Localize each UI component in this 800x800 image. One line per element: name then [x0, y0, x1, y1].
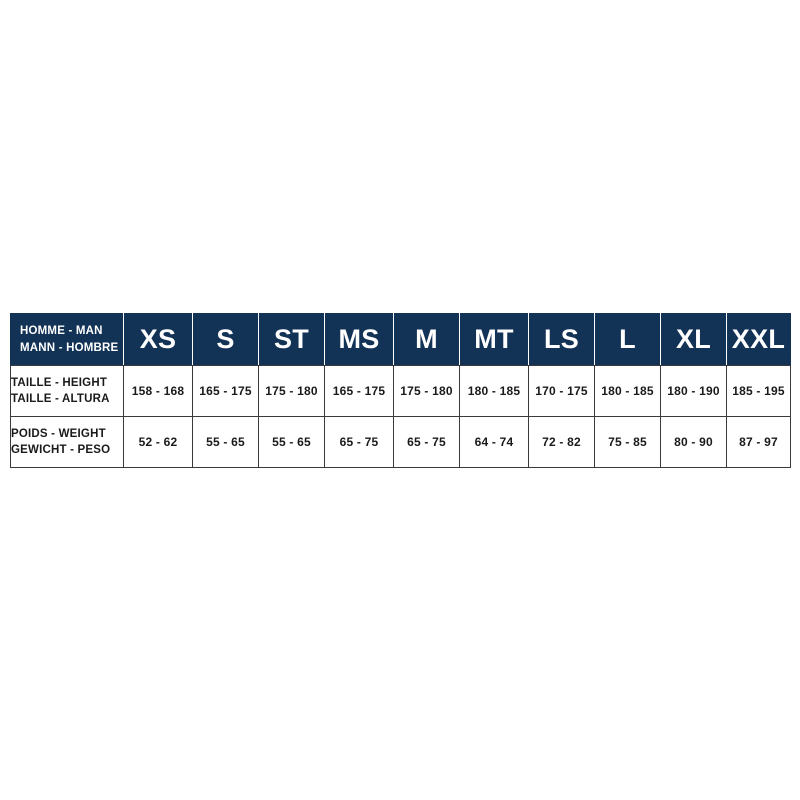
cell-weight-m: 65 - 75	[393, 416, 460, 468]
size-label-xxl: XXL	[731, 324, 786, 354]
value-height-s: 165 - 175	[199, 384, 252, 398]
cell-weight-ms: 65 - 75	[324, 416, 394, 468]
value-weight-ms: 65 - 75	[339, 435, 379, 449]
value-height-mt: 180 - 185	[467, 384, 521, 398]
cell-weight-xxl: 87 - 97	[726, 416, 791, 468]
cell-height-xxl: 185 - 195	[726, 365, 791, 417]
value-weight-xl: 80 - 90	[674, 435, 713, 449]
cell-weight-mt: 64 - 74	[459, 416, 529, 468]
header-cell-size-m: M	[393, 313, 460, 366]
size-label-ls: LS	[543, 324, 580, 354]
size-chart-container: HOMME - MAN MANN - HOMBRE XS S ST MS M	[10, 313, 791, 468]
size-chart-table: HOMME - MAN MANN - HOMBRE XS S ST MS M	[10, 313, 791, 468]
size-label-m: M	[415, 324, 438, 354]
value-height-l: 180 - 185	[601, 384, 654, 398]
header-cell-category: HOMME - MAN MANN - HOMBRE	[10, 313, 124, 366]
cell-height-m: 175 - 180	[393, 365, 460, 417]
header-cell-size-mt: MT	[459, 313, 529, 366]
value-height-ls: 170 - 175	[535, 384, 588, 398]
row-label-weight-line2: GEWICHT - PESO	[11, 444, 111, 456]
size-label-ms: MS	[338, 324, 380, 354]
value-weight-s: 55 - 65	[206, 435, 245, 449]
cell-weight-s: 55 - 65	[192, 416, 259, 468]
cell-height-ls: 170 - 175	[528, 365, 595, 417]
value-weight-ls: 72 - 82	[542, 435, 581, 449]
value-weight-st: 55 - 65	[272, 435, 311, 449]
value-height-st: 175 - 180	[265, 384, 318, 398]
value-weight-m: 65 - 75	[407, 435, 446, 449]
header-cell-size-xxl: XXL	[726, 313, 791, 366]
value-weight-xxl: 87 - 97	[739, 435, 778, 449]
size-label-st: ST	[273, 324, 310, 354]
cell-weight-xs: 52 - 62	[123, 416, 193, 468]
size-label-xl: XL	[675, 324, 712, 354]
header-cell-size-ms: MS	[324, 313, 394, 366]
size-label-mt: MT	[474, 324, 514, 354]
cell-weight-xl: 80 - 90	[660, 416, 727, 468]
header-cell-size-xl: XL	[660, 313, 727, 366]
cell-height-xs: 158 - 168	[123, 365, 193, 417]
cell-height-xl: 180 - 190	[660, 365, 727, 417]
cell-height-s: 165 - 175	[192, 365, 259, 417]
header-cell-size-l: L	[594, 313, 661, 366]
cell-weight-st: 55 - 65	[258, 416, 325, 468]
row-label-height-line1: TAILLE - HEIGHT	[11, 376, 108, 389]
value-height-ms: 165 - 175	[332, 384, 386, 398]
cell-height-ms: 165 - 175	[324, 365, 394, 417]
row-label-height: TAILLE - HEIGHT TAILLE - ALTURA	[10, 365, 124, 417]
value-weight-mt: 64 - 74	[474, 435, 514, 449]
row-label-weight-line1: POIDS - WEIGHT	[11, 427, 106, 440]
size-label-l: L	[619, 324, 636, 354]
corner-label-line1: HOMME - MAN	[20, 325, 103, 338]
value-weight-l: 75 - 85	[608, 435, 647, 449]
cell-height-l: 180 - 185	[594, 365, 661, 417]
cell-height-mt: 180 - 185	[459, 365, 529, 417]
header-cell-size-xs: XS	[123, 313, 193, 366]
value-height-xs: 158 - 168	[131, 384, 185, 398]
size-label-s: S	[216, 324, 235, 354]
table-row-height: TAILLE - HEIGHT TAILLE - ALTURA 158 - 16…	[10, 365, 791, 417]
cell-height-st: 175 - 180	[258, 365, 325, 417]
header-cell-size-s: S	[192, 313, 259, 366]
size-label-xs: XS	[139, 324, 177, 354]
row-label-height-line2: TAILLE - ALTURA	[11, 393, 110, 405]
header-cell-size-st: ST	[258, 313, 325, 366]
value-weight-xs: 52 - 62	[138, 435, 178, 449]
value-height-xxl: 185 - 195	[732, 384, 785, 398]
row-label-weight: POIDS - WEIGHT GEWICHT - PESO	[10, 416, 124, 468]
value-height-m: 175 - 180	[400, 384, 453, 398]
cell-weight-ls: 72 - 82	[528, 416, 595, 468]
table-header-row: HOMME - MAN MANN - HOMBRE XS S ST MS M	[10, 313, 791, 366]
corner-label-line2: MANN - HOMBRE	[20, 341, 119, 354]
table-row-weight: POIDS - WEIGHT GEWICHT - PESO 52 - 62 55…	[10, 416, 791, 468]
header-cell-size-ls: LS	[528, 313, 595, 366]
value-height-xl: 180 - 190	[667, 384, 720, 398]
cell-weight-l: 75 - 85	[594, 416, 661, 468]
